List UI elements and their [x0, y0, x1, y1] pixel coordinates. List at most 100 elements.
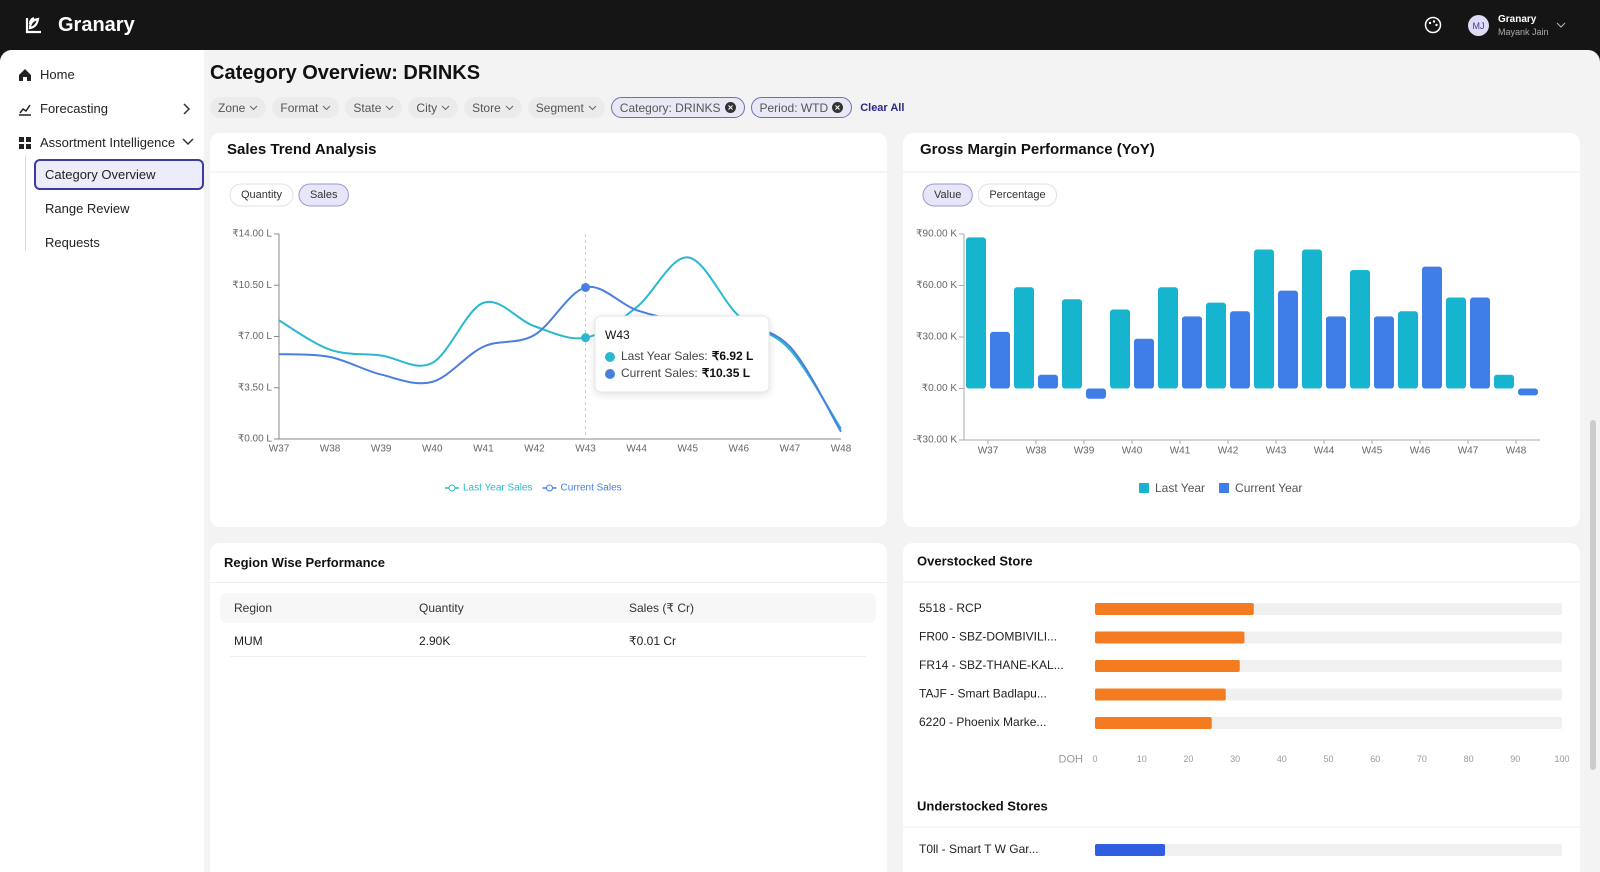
page-title: Category Overview: DRINKS	[210, 62, 481, 84]
x-tick-label: W48	[1506, 446, 1527, 457]
bar	[1062, 299, 1082, 389]
bar	[1134, 338, 1154, 389]
filter-chip[interactable]: Category: DRINKS	[610, 97, 745, 118]
nav-assortment[interactable]: Assortment Intelligence	[18, 135, 175, 150]
column-header: Sales (₹ Cr)	[629, 601, 694, 615]
x-tick-label: 80	[1464, 754, 1474, 764]
org-name: Granary	[1498, 14, 1537, 25]
y-tick-label: ₹0.00 L	[238, 434, 273, 445]
legend-swatch	[1139, 483, 1149, 493]
bar	[1470, 297, 1490, 389]
x-tick-label: W43	[575, 444, 596, 455]
bar	[1158, 287, 1178, 389]
bar	[1038, 374, 1058, 389]
filter-label: Store	[472, 100, 501, 115]
bar	[1350, 270, 1370, 389]
caret	[588, 105, 597, 110]
filter-dropdown[interactable]: Zone	[210, 97, 267, 118]
tree-line	[25, 155, 26, 251]
nav-selected[interactable]	[34, 159, 204, 190]
filter-dropdown[interactable]: Store	[464, 97, 522, 118]
bar-label: 6220 - Phoenix Marke...	[919, 715, 1046, 729]
legend-label[interactable]: Last Year Sales	[463, 483, 533, 494]
toggle-label: Value	[934, 189, 961, 201]
filter-dropdown[interactable]: Segment	[527, 97, 605, 118]
filters: Zone Format State City Store Segment Category:…	[210, 97, 904, 118]
nav-home[interactable]: Home	[18, 67, 75, 82]
tooltip-title: W43	[605, 328, 630, 342]
nav-sub[interactable]: Requests	[45, 235, 100, 250]
bar-track	[1095, 844, 1562, 856]
legend-swatch	[1219, 483, 1230, 493]
x-tick-label: W41	[473, 444, 494, 455]
y-tick-label: -₹30.00 K	[913, 435, 957, 446]
toggle-bg	[922, 183, 973, 207]
y-tick-label: ₹90.00 K	[916, 229, 957, 240]
y-tick-label: ₹14.00 L	[232, 229, 272, 240]
x-tick-label: 10	[1137, 754, 1147, 764]
table-cell: ₹0.01 Cr	[629, 634, 676, 648]
legend-label[interactable]: Last Year	[1155, 481, 1205, 495]
nav-forecasting[interactable]: Forecasting	[18, 101, 108, 116]
scrollbar[interactable]	[1590, 420, 1596, 770]
bar	[1254, 249, 1274, 389]
bar	[1095, 660, 1240, 672]
filter-dropdown[interactable]: Format	[272, 97, 340, 118]
y-tick-label: ₹10.50 L	[232, 280, 272, 291]
user-name: Mayank Jain	[1498, 27, 1549, 37]
x-tick-label: W39	[1074, 446, 1095, 457]
bar	[1182, 316, 1202, 389]
hover-dot	[581, 282, 591, 292]
bar-label: T0ll - Smart T W Gar...	[919, 842, 1039, 856]
card-title: Understocked Stores	[917, 798, 1048, 813]
toggle[interactable]: Sales	[298, 183, 349, 207]
bar	[1095, 844, 1166, 856]
x-tick-label: 90	[1510, 754, 1520, 764]
filter-dropdown[interactable]: State	[345, 97, 403, 118]
card-title: Region Wise Performance	[224, 555, 385, 570]
x-tick-label: 50	[1323, 754, 1333, 764]
x-tick-label: 60	[1370, 754, 1380, 764]
nav-label: Forecasting	[40, 101, 108, 116]
tooltip-value: ₹10.35 L	[702, 366, 750, 380]
x-tick-label: 0	[1092, 754, 1097, 764]
filter-chip[interactable]: Period: WTD	[750, 97, 853, 118]
x-tick-label: W37	[269, 444, 290, 455]
nav-sub[interactable]: Range Review	[45, 201, 130, 216]
legend-dot	[546, 484, 553, 492]
user-menu[interactable]	[1556, 21, 1566, 29]
card: Region Wise Performance Region Quantity Sa…	[210, 543, 887, 872]
toggle[interactable]: Value	[922, 183, 973, 207]
card-title: Overstocked Store	[917, 553, 1033, 568]
y-tick-label: ₹30.00 K	[916, 332, 957, 343]
chip-remove[interactable]	[832, 102, 844, 113]
x-tick-label: 40	[1277, 754, 1287, 764]
filter-label: Segment	[535, 100, 584, 115]
theme-button[interactable]	[1424, 16, 1442, 34]
legend-label[interactable]: Current Sales	[561, 483, 622, 494]
toggle[interactable]: Percentage	[977, 183, 1058, 207]
x-axis-label: DOH	[1059, 753, 1084, 765]
chip-remove[interactable]	[724, 102, 736, 113]
avatar[interactable]: MJ	[1468, 15, 1489, 36]
bar	[1095, 631, 1245, 644]
x-tick-label: W45	[1362, 446, 1383, 457]
bar	[966, 237, 986, 389]
bar	[1398, 311, 1418, 389]
tooltip: W43 Last Year Sales: ₹6.92 L Current Sales:…	[594, 315, 770, 393]
caret	[505, 105, 514, 110]
x-tick-label: W40	[422, 444, 443, 455]
clear-all[interactable]: Clear All	[860, 101, 905, 114]
filter-dropdown[interactable]: City	[408, 97, 459, 118]
bar	[1206, 302, 1226, 389]
bar	[1086, 388, 1106, 399]
x-tick-label: W48	[831, 444, 852, 455]
x-tick-label: 30	[1230, 754, 1240, 764]
nav-sub[interactable]: Category Overview	[45, 167, 156, 182]
bar	[1326, 316, 1346, 389]
toggle[interactable]: Quantity	[229, 183, 294, 207]
tooltip-value: ₹6.92 L	[712, 349, 754, 363]
card-title: Sales Trend Analysis	[227, 141, 377, 158]
legend-label[interactable]: Current Year	[1235, 481, 1302, 495]
